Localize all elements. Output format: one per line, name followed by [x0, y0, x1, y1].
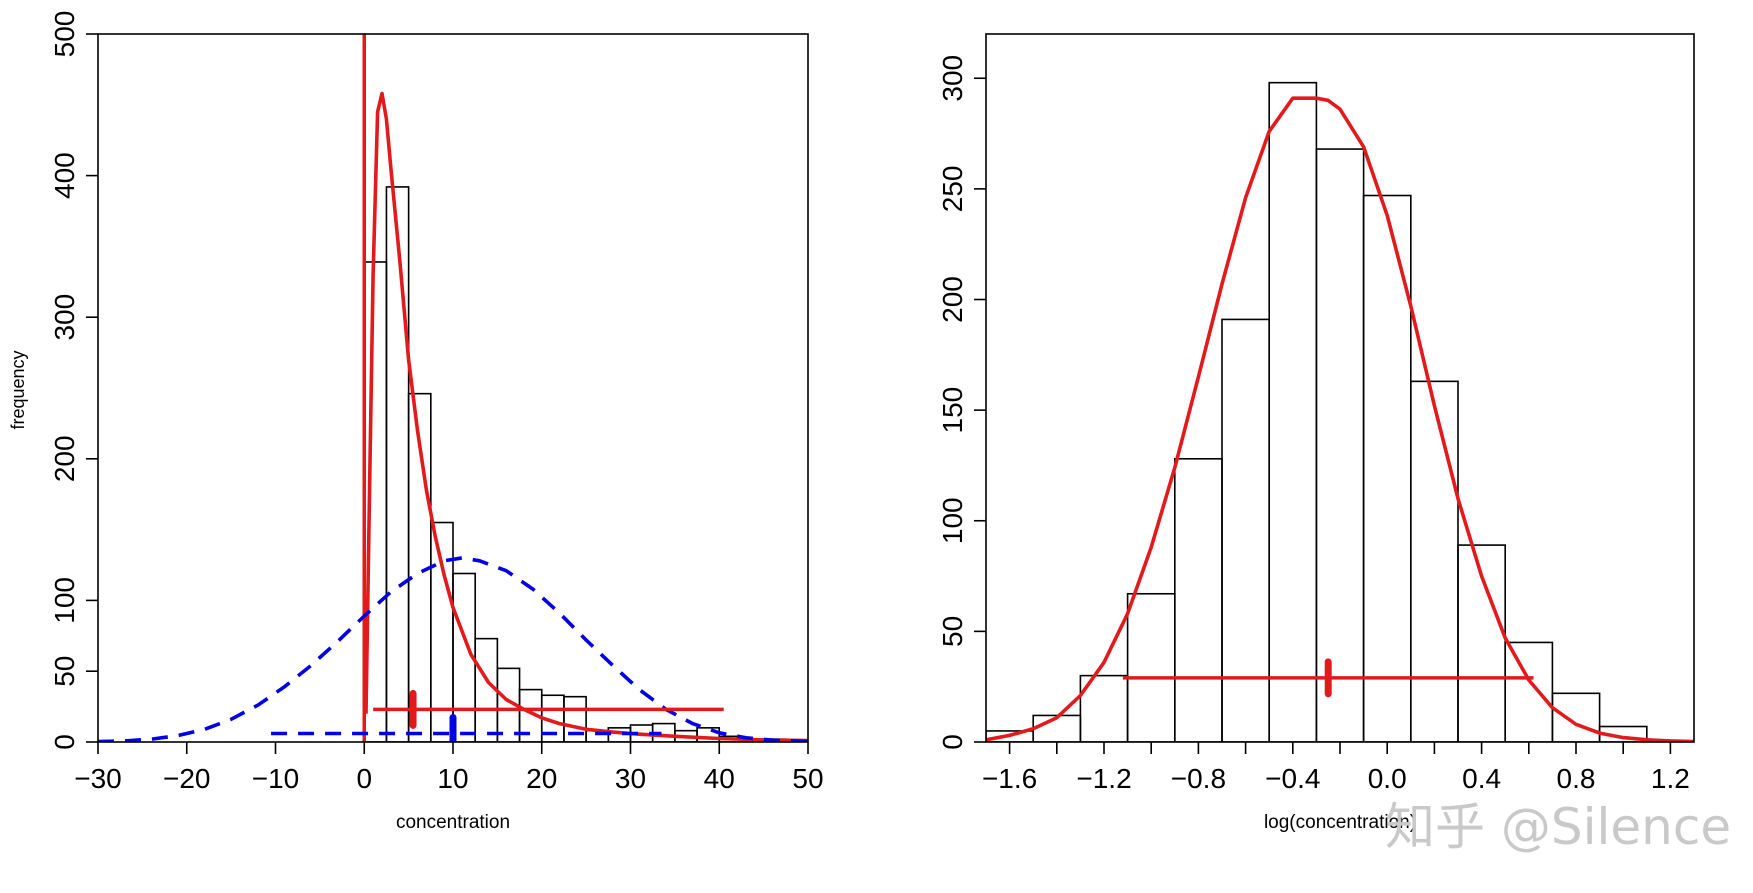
plot-frame: [985, 33, 1695, 743]
y-tick-label: 50: [937, 616, 968, 647]
x-tick-label: −0.8: [1171, 763, 1226, 794]
y-tick-label: 100: [49, 577, 80, 624]
x-tick-label: 0: [356, 763, 372, 794]
y-tick-label: 500: [49, 11, 80, 58]
x-tick-label: −20: [163, 763, 211, 794]
plot-area: [986, 81, 1694, 742]
y-tick-label: 0: [49, 734, 80, 750]
fitted-density-curve: [364, 91, 808, 742]
plot-area: [98, 34, 808, 742]
x-tick-label: 10: [437, 763, 468, 794]
histogram-bar: [1504, 641, 1554, 742]
x-tick-label: 20: [526, 763, 557, 794]
x-tick-label: 0.0: [1368, 763, 1407, 794]
x-tick-label: 1.2: [1651, 763, 1690, 794]
x-tick-label: −0.4: [1265, 763, 1320, 794]
x-tick-label: 0.8: [1557, 763, 1596, 794]
histogram-bar: [1551, 692, 1601, 742]
histogram-concentration-panel: −30 −20 −10 0 10 20 30 40 50050100200300400500co…: [8, 11, 824, 833]
x-axis-title: log(concentration): [1264, 812, 1416, 833]
histogram-bar: [1174, 457, 1223, 742]
y-tick-label: 300: [937, 55, 968, 102]
x-tick-label: −1.2: [1076, 763, 1131, 794]
normal-density-curve: [98, 556, 808, 742]
y-tick-label: 150: [937, 387, 968, 434]
histogram-log-concentration-panel: −1.6 −1.2 −0.8 −0.4 0.0 0.4 0.8 1.2 0 50 100 150 200…: [937, 33, 1695, 833]
histogram-bar: [1268, 81, 1318, 742]
histogram-bar: [385, 186, 410, 742]
x-tick-label: −30: [74, 763, 122, 794]
y-tick-label: 100: [937, 497, 968, 544]
x-tick-label: 0.4: [1462, 763, 1501, 794]
x-tick-label: 50: [792, 763, 823, 794]
histogram-bar: [696, 727, 721, 742]
histogram-bar: [1410, 380, 1459, 742]
y-tick-label: 0: [937, 734, 968, 750]
x-axis-title: concentration: [396, 812, 510, 833]
y-tick-label: 200: [937, 276, 968, 323]
y-tick-label: 50: [49, 656, 80, 687]
y-tick-label: 200: [49, 435, 80, 482]
y-tick-label: 250: [937, 166, 968, 213]
histogram-bar: [1126, 592, 1176, 742]
x-tick-label: −1.6: [982, 763, 1037, 794]
y-tick-label: 300: [49, 294, 80, 341]
fitted-density-curve: [986, 96, 1694, 742]
x-tick-label: −10: [252, 763, 300, 794]
y-tick-label: 400: [49, 152, 80, 199]
x-tick-label: 30: [615, 763, 646, 794]
x-tick-label: 40: [704, 763, 735, 794]
histogram-bar: [1315, 148, 1365, 742]
watermark-text: 知乎 @Silence: [1385, 798, 1731, 856]
y-axis-title: frequency: [8, 350, 28, 429]
